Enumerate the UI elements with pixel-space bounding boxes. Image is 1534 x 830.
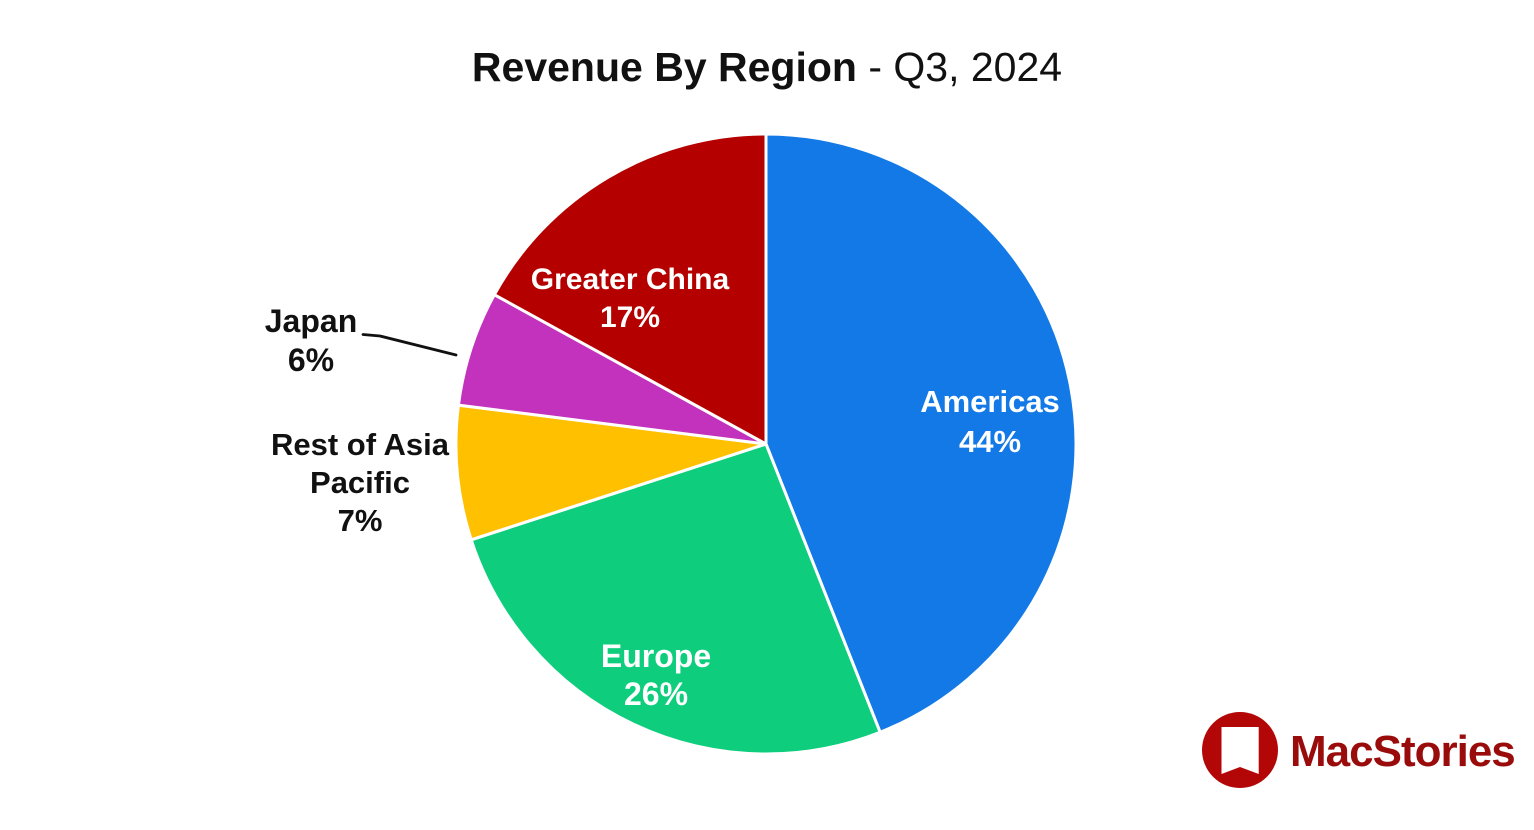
svg-text:6%: 6%: [288, 342, 334, 378]
svg-text:MacStories: MacStories: [1290, 727, 1515, 776]
svg-text:Pacific: Pacific: [310, 465, 410, 500]
svg-text:Japan: Japan: [265, 303, 357, 339]
svg-text:Greater China: Greater China: [531, 263, 730, 296]
svg-text:Americas: Americas: [920, 384, 1060, 419]
svg-text:7%: 7%: [338, 503, 383, 538]
svg-text:17%: 17%: [600, 301, 660, 334]
svg-text:44%: 44%: [959, 424, 1021, 459]
svg-text:26%: 26%: [624, 676, 688, 712]
svg-text:Rest of Asia: Rest of Asia: [271, 427, 450, 462]
svg-text:Europe: Europe: [601, 638, 711, 674]
